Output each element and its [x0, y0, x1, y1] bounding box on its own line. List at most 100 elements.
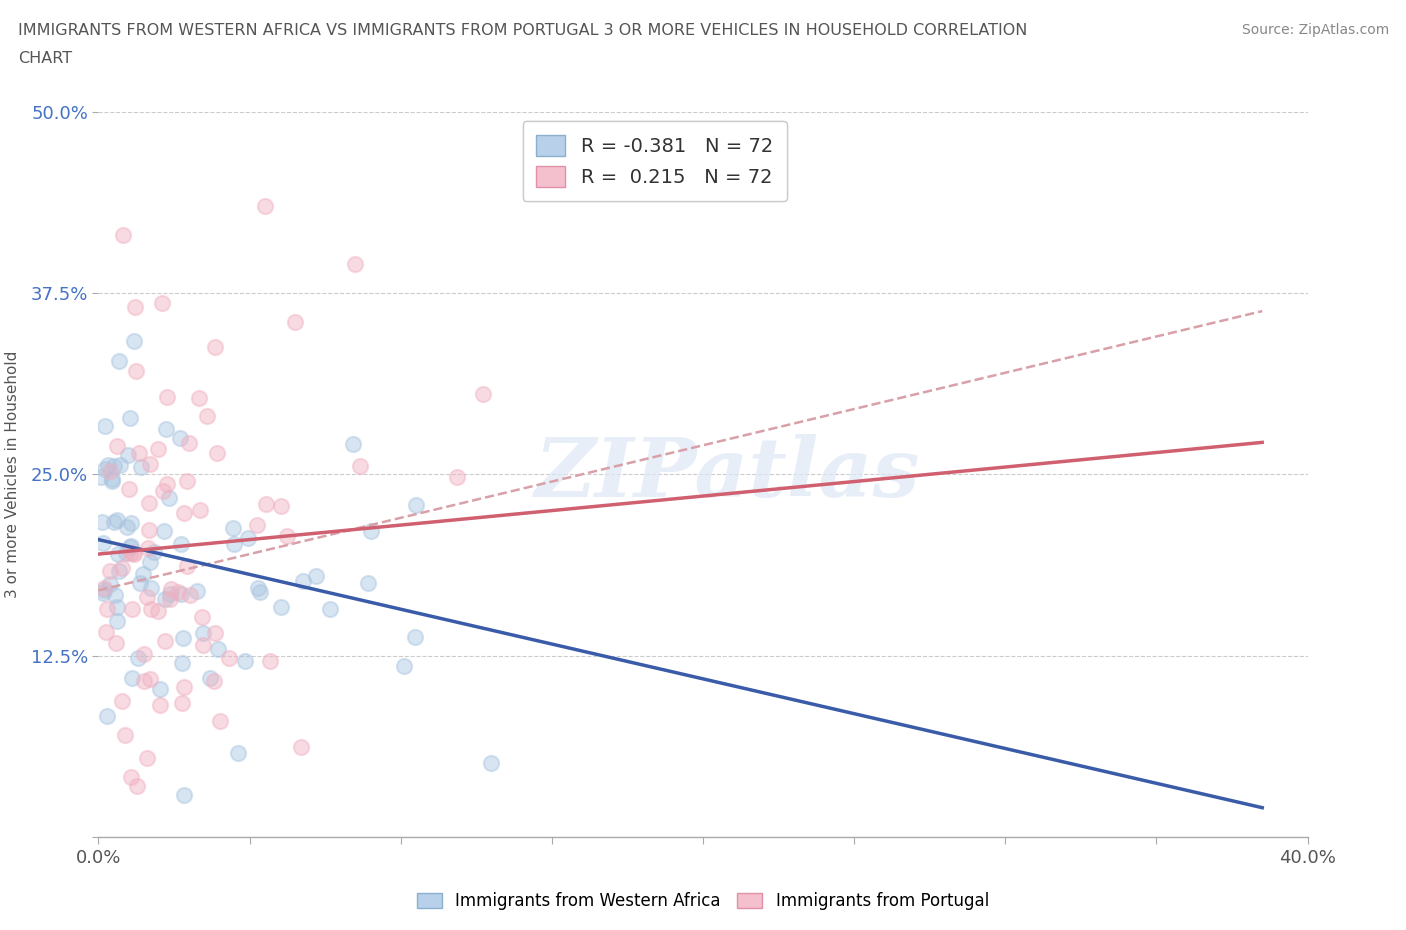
Point — [170, 586, 193, 601]
Point — [221, 521, 243, 536]
Point — [159, 587, 181, 602]
Point — [121, 671, 143, 685]
Point — [134, 647, 156, 662]
Point — [107, 353, 129, 368]
Point — [150, 296, 173, 311]
Point — [122, 547, 145, 562]
Point — [120, 769, 142, 784]
Point — [120, 516, 142, 531]
Point — [191, 626, 214, 641]
Point — [170, 537, 193, 551]
Point — [208, 714, 231, 729]
Point — [104, 636, 127, 651]
Point — [170, 656, 193, 671]
Point — [107, 547, 129, 562]
Point — [270, 498, 292, 513]
Point — [235, 654, 257, 669]
Point — [132, 567, 155, 582]
Point — [204, 626, 226, 641]
Point — [101, 472, 124, 486]
Point — [254, 496, 277, 511]
Point — [117, 447, 139, 462]
Point — [246, 517, 269, 532]
Point — [247, 581, 270, 596]
Point — [167, 584, 190, 599]
Point — [138, 555, 160, 570]
Point — [114, 727, 136, 742]
Point — [357, 576, 380, 591]
Point — [111, 561, 134, 576]
Point — [172, 631, 194, 645]
Point — [139, 580, 162, 595]
Point — [176, 558, 198, 573]
Point — [125, 778, 148, 793]
Point — [218, 651, 240, 666]
Point — [305, 569, 328, 584]
Point — [111, 694, 134, 709]
Point — [122, 545, 145, 560]
Point — [96, 709, 118, 724]
Point — [129, 459, 152, 474]
Text: CHART: CHART — [18, 51, 72, 66]
Point — [98, 564, 121, 578]
Point — [128, 445, 150, 460]
Point — [153, 524, 176, 538]
Point — [114, 546, 136, 561]
Point — [97, 458, 120, 472]
Point — [149, 682, 172, 697]
Point — [93, 580, 115, 595]
Point — [118, 539, 141, 554]
Point — [446, 470, 468, 485]
Point — [169, 431, 191, 445]
Legend: R = -0.381   N = 72, R =  0.215   N = 72: R = -0.381 N = 72, R = 0.215 N = 72 — [523, 121, 787, 201]
Point — [177, 436, 200, 451]
Point — [148, 604, 170, 618]
Point — [107, 564, 129, 578]
Point — [93, 582, 115, 597]
Point — [202, 673, 225, 688]
Point — [249, 585, 271, 600]
Point — [349, 458, 371, 473]
Point — [136, 590, 159, 604]
Point — [125, 364, 148, 379]
Legend: Immigrants from Western Africa, Immigrants from Portugal: Immigrants from Western Africa, Immigran… — [411, 885, 995, 917]
Text: ZIPatlas: ZIPatlas — [534, 434, 920, 514]
Point — [481, 756, 503, 771]
Point — [238, 531, 260, 546]
Point — [122, 334, 145, 349]
Point — [153, 633, 176, 648]
Point — [159, 591, 181, 606]
Point — [120, 538, 142, 553]
Point — [156, 390, 179, 405]
Point — [188, 503, 211, 518]
Point — [108, 458, 131, 472]
Point — [152, 483, 174, 498]
Point — [138, 523, 160, 538]
Point — [405, 498, 427, 512]
Text: Source: ZipAtlas.com: Source: ZipAtlas.com — [1241, 23, 1389, 37]
Point — [471, 387, 494, 402]
Point — [284, 314, 307, 329]
Point — [173, 679, 195, 694]
Y-axis label: 3 or more Vehicles in Household: 3 or more Vehicles in Household — [4, 351, 20, 598]
Point — [173, 788, 195, 803]
Point — [259, 654, 281, 669]
Point — [94, 419, 117, 434]
Point — [93, 461, 115, 476]
Point — [111, 228, 134, 243]
Point — [176, 473, 198, 488]
Point — [360, 524, 382, 538]
Point — [105, 600, 128, 615]
Point — [173, 505, 195, 520]
Point — [118, 411, 141, 426]
Point — [98, 464, 121, 479]
Point — [146, 442, 169, 457]
Text: IMMIGRANTS FROM WESTERN AFRICA VS IMMIGRANTS FROM PORTUGAL 3 OR MORE VEHICLES IN: IMMIGRANTS FROM WESTERN AFRICA VS IMMIGR… — [18, 23, 1028, 38]
Point — [186, 583, 208, 598]
Point — [128, 576, 150, 591]
Point — [142, 545, 165, 560]
Point — [404, 630, 426, 644]
Point — [103, 458, 125, 473]
Point — [101, 474, 124, 489]
Point — [160, 581, 183, 596]
